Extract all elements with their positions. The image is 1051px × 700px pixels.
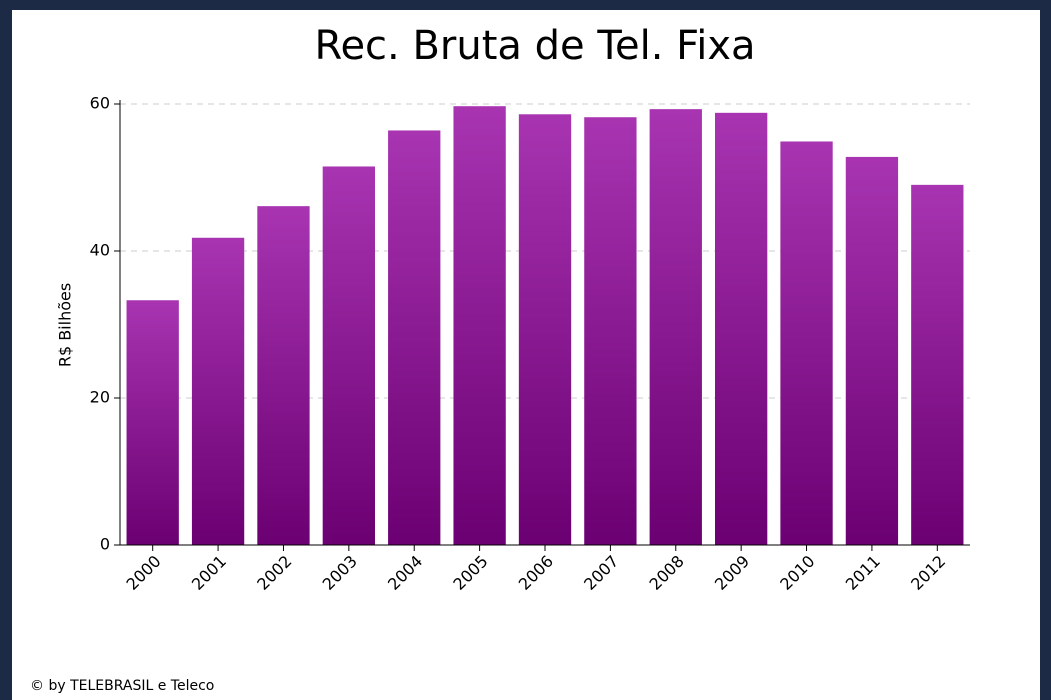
bar (780, 141, 833, 546)
bar (649, 109, 702, 546)
bar (388, 130, 441, 545)
y-tick-label: 60 (90, 94, 110, 113)
y-tick-label: 0 (100, 535, 110, 554)
footer: © by TELEBRASIL e Teleco (30, 678, 214, 694)
chart-title: Rec. Bruta de Tel. Fixa (314, 23, 755, 69)
bar (257, 206, 310, 546)
bar (453, 106, 506, 545)
bar (126, 300, 179, 545)
bar (191, 237, 245, 545)
y-tick-label: 20 (90, 388, 110, 407)
bar (715, 112, 768, 545)
y-tick-label: 40 (90, 241, 110, 260)
bar (518, 114, 572, 545)
bar (845, 156, 899, 546)
bar (911, 184, 964, 545)
bar (584, 117, 637, 545)
y-axis-label: R$ Bilhões (56, 283, 75, 367)
bar (322, 166, 375, 545)
